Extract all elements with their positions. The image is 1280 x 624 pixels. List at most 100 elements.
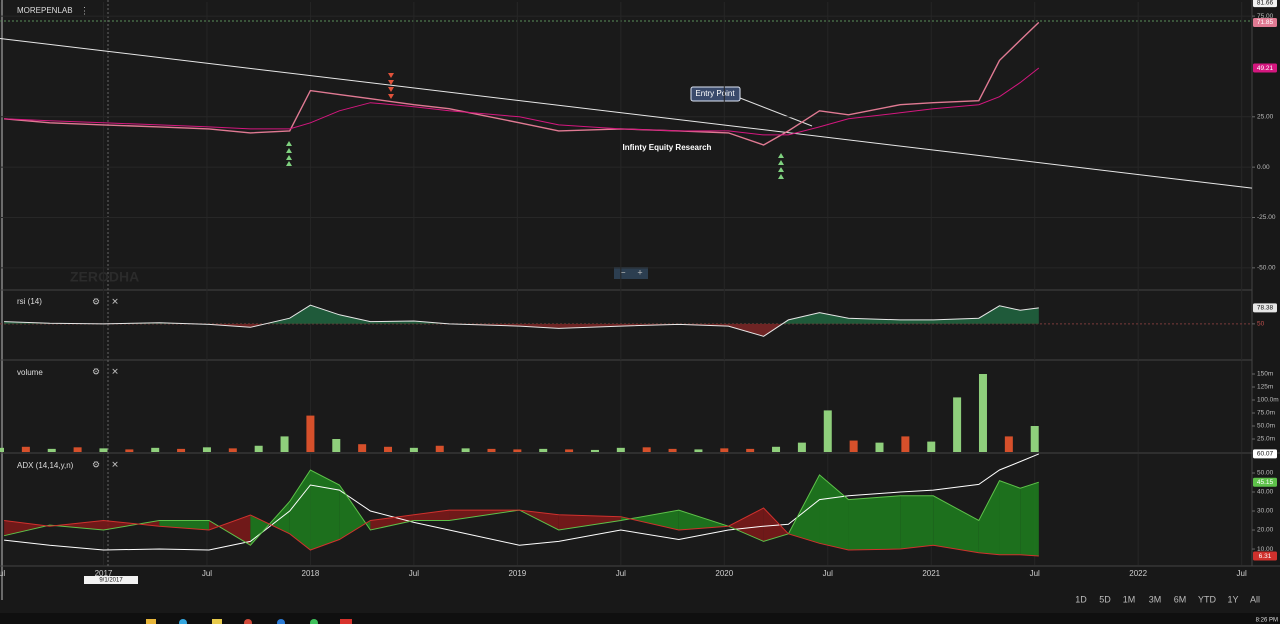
volume-bar bbox=[875, 442, 884, 452]
settings-icon[interactable]: ⚙ bbox=[92, 296, 100, 306]
volume-bar bbox=[694, 449, 703, 452]
value-tag-label: 81.66 bbox=[1257, 0, 1274, 6]
volume-bar bbox=[47, 448, 56, 452]
series-line bbox=[3, 469, 1039, 546]
series-line bbox=[4, 21, 1040, 146]
range-button[interactable]: All bbox=[1250, 594, 1260, 604]
volume-bar bbox=[823, 410, 832, 452]
volume-bar bbox=[797, 442, 806, 452]
value-tag bbox=[1253, 477, 1277, 487]
x-tick-label: 2021 bbox=[922, 569, 940, 578]
volume-bar bbox=[901, 436, 910, 452]
di-fill bbox=[933, 495, 979, 553]
volume-bar bbox=[332, 439, 341, 452]
close-icon[interactable]: ✕ bbox=[111, 296, 119, 306]
volume-bar bbox=[358, 444, 367, 452]
range-button[interactable]: 5D bbox=[1099, 594, 1111, 604]
volume-bar bbox=[384, 446, 393, 452]
x-tick-label: 2018 bbox=[302, 569, 320, 578]
volume-bar bbox=[849, 440, 858, 452]
di-fill bbox=[1020, 482, 1039, 557]
close-icon[interactable]: ✕ bbox=[111, 459, 119, 469]
taskbar-icon[interactable] bbox=[277, 619, 285, 624]
range-button[interactable]: 6M bbox=[1174, 594, 1187, 604]
di-fill bbox=[900, 495, 934, 550]
volume-bar bbox=[1004, 436, 1013, 452]
di-fill bbox=[310, 469, 340, 550]
taskbar-icon[interactable] bbox=[244, 619, 252, 624]
value-tag bbox=[1253, 0, 1277, 8]
range-button[interactable]: 1D bbox=[1075, 594, 1087, 604]
series-line bbox=[4, 304, 1039, 337]
y-tick-label: 0.00 bbox=[1257, 164, 1270, 171]
volume-bar bbox=[642, 447, 651, 452]
volume-bar bbox=[953, 397, 962, 452]
x-tick-label: 2019 bbox=[508, 569, 526, 578]
close-icon[interactable]: ✕ bbox=[111, 366, 119, 376]
taskbar-icon[interactable] bbox=[179, 619, 187, 624]
range-button[interactable]: 1Y bbox=[1227, 594, 1238, 604]
range-button[interactable]: 3M bbox=[1149, 594, 1162, 604]
rsi-fill-up bbox=[4, 305, 1039, 324]
clock: 8:26 PM bbox=[1256, 618, 1278, 624]
di-fill bbox=[978, 480, 1000, 555]
di-fill bbox=[4, 520, 50, 536]
volume-bar bbox=[590, 449, 599, 452]
crosshair-date: 9/1/2017 bbox=[99, 578, 123, 584]
settings-icon[interactable]: ⚙ bbox=[92, 459, 100, 469]
y-tick-label: 125m bbox=[1257, 384, 1273, 391]
taskbar-icon[interactable] bbox=[310, 619, 318, 624]
x-tick-label: Jul bbox=[0, 569, 5, 578]
volume-bar bbox=[539, 448, 548, 452]
di-fill bbox=[370, 514, 414, 531]
x-tick-label: Jul bbox=[409, 569, 419, 578]
di-fill bbox=[999, 480, 1021, 555]
value-tag bbox=[1253, 303, 1277, 313]
taskbar-icon[interactable] bbox=[340, 619, 352, 624]
range-button[interactable]: 1M bbox=[1123, 594, 1136, 604]
taskbar-icon[interactable] bbox=[146, 619, 156, 624]
series-line bbox=[4, 67, 1040, 136]
volume-bar bbox=[746, 448, 755, 452]
settings-icon[interactable]: ⚙ bbox=[92, 366, 100, 376]
di-fill bbox=[788, 474, 820, 544]
value-tag bbox=[1253, 17, 1277, 27]
y-tick-label: 20.00 bbox=[1257, 527, 1274, 534]
range-button[interactable]: YTD bbox=[1198, 594, 1217, 604]
volume-bar bbox=[0, 447, 4, 452]
volume-bar bbox=[435, 445, 444, 452]
di-fill bbox=[159, 520, 210, 531]
y-tick-label: 75.0m bbox=[1257, 410, 1275, 417]
panel-title: rsi (14) bbox=[17, 297, 42, 306]
panel-title: volume bbox=[17, 368, 43, 377]
value-tag-label: 49.21 bbox=[1257, 65, 1274, 72]
y-tick-label: 30.00 bbox=[1257, 508, 1274, 515]
menu-icon[interactable]: ⋮ bbox=[80, 5, 89, 15]
volume-bar bbox=[177, 448, 186, 452]
volume-bar bbox=[978, 374, 987, 452]
di-fill bbox=[558, 514, 621, 531]
y-tick-label: 25.0m bbox=[1257, 436, 1275, 443]
volume-bar bbox=[306, 415, 315, 452]
series-line bbox=[4, 453, 1039, 551]
y-tick-label: 100.0m bbox=[1257, 397, 1279, 404]
di-fill bbox=[678, 510, 729, 531]
volume-bar bbox=[927, 441, 936, 452]
volume-bar bbox=[73, 447, 82, 452]
di-fill bbox=[620, 510, 679, 531]
taskbar-icon[interactable] bbox=[212, 619, 222, 624]
di-fill bbox=[289, 469, 311, 550]
value-tag-label: 6.31 bbox=[1259, 553, 1272, 560]
di-fill bbox=[49, 520, 104, 531]
credit-label: Infinty Equity Research bbox=[623, 143, 712, 152]
volume-bar bbox=[21, 446, 30, 452]
zoom-in[interactable]: + bbox=[637, 267, 642, 277]
volume-bar bbox=[125, 449, 134, 452]
y-tick-label: 75.00 bbox=[1257, 13, 1274, 20]
zoom-out[interactable]: − bbox=[620, 267, 625, 277]
taskbar-icons bbox=[146, 619, 352, 624]
x-tick-label: Jul bbox=[202, 569, 212, 578]
di-fill bbox=[413, 510, 450, 521]
